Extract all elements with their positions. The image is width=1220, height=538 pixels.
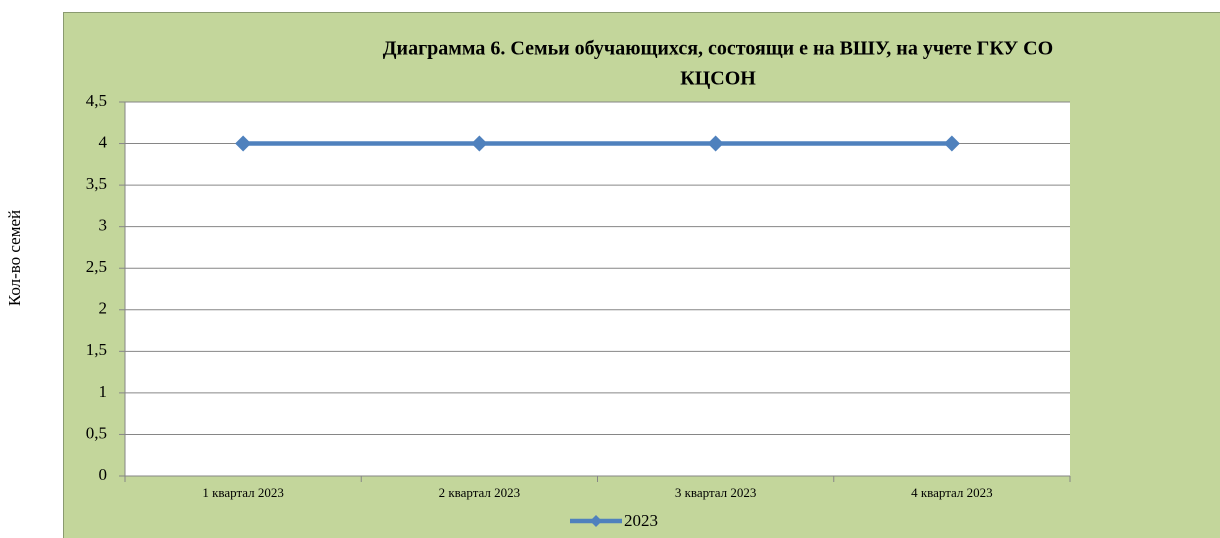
y-tick-label: 1	[99, 382, 108, 401]
marker	[943, 135, 960, 152]
y-tick-label: 1,5	[86, 340, 107, 359]
x-tick-label: 3 квартал 2023	[675, 485, 757, 500]
y-tick-label: 3	[99, 216, 108, 235]
marker	[707, 135, 724, 152]
plot-area	[125, 102, 1070, 476]
marker	[471, 135, 488, 152]
marker	[235, 135, 252, 152]
y-tick-label: 4	[99, 132, 108, 151]
x-tick-label: 4 квартал 2023	[911, 485, 993, 500]
y-tick-label: 4,5	[86, 91, 107, 110]
y-tick-label: 3,5	[86, 174, 107, 193]
y-axis-label: Кол-во семей	[5, 210, 24, 306]
x-tick-label: 2 квартал 2023	[439, 485, 521, 500]
y-tick-label: 2,5	[86, 257, 107, 276]
legend-label: 2023	[624, 511, 658, 530]
chart-title: КЦСОН	[680, 68, 756, 90]
legend-marker	[590, 515, 602, 527]
y-tick-label: 0,5	[86, 423, 107, 442]
y-tick-label: 0	[99, 465, 108, 484]
y-tick-label: 2	[99, 299, 108, 318]
x-tick-label: 1 квартал 2023	[202, 485, 284, 500]
chart-title: Диаграмма 6. Семьи обучающихся, состоящи…	[383, 38, 1053, 60]
